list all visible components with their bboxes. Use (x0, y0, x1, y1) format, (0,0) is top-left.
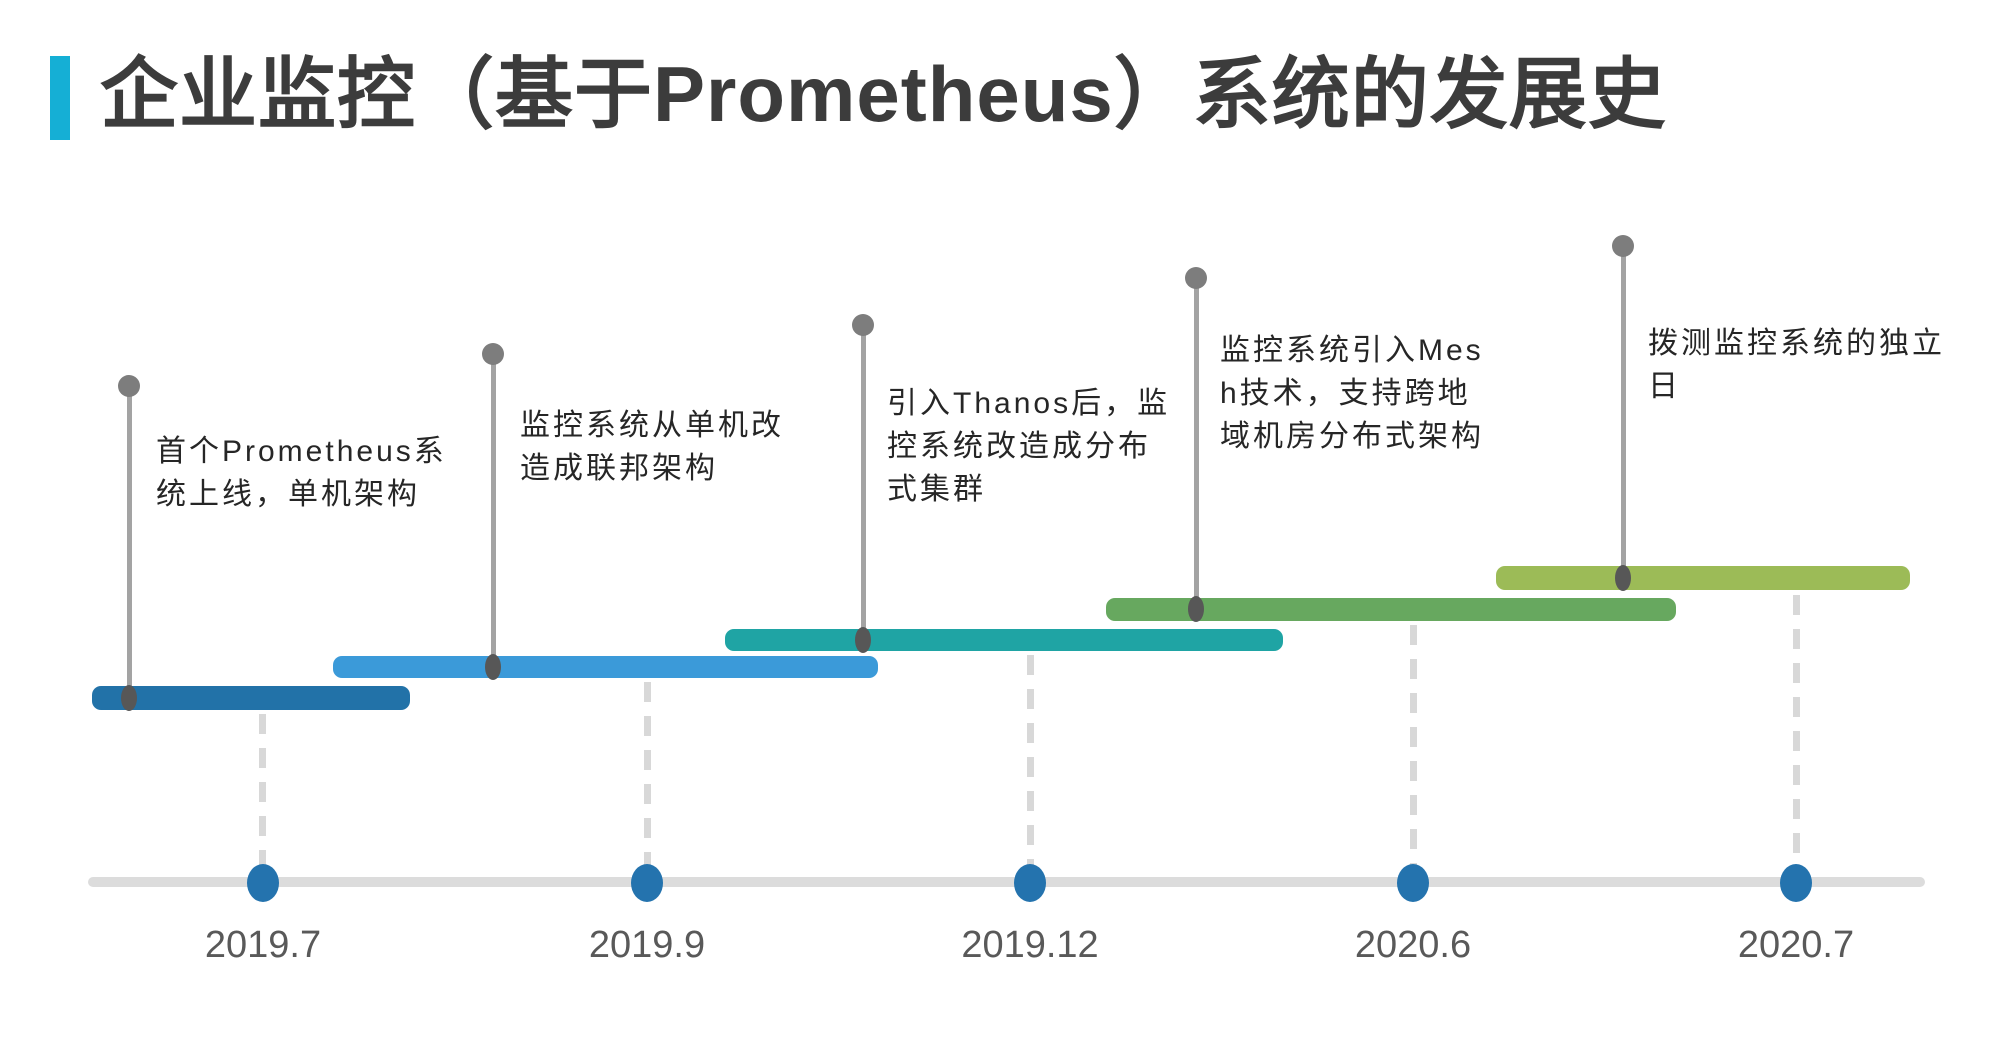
milestone-stem (127, 386, 132, 698)
milestone-dot-icon (482, 343, 504, 365)
dashed-connector (1410, 625, 1417, 866)
axis-label: 2019.9 (588, 924, 706, 966)
axis-dot-icon (1397, 864, 1429, 902)
title-accent-bar (50, 56, 70, 140)
axis-label: 2020.7 (1737, 924, 1855, 966)
dashed-connector (644, 682, 651, 866)
milestone-description: 首个Prometheus系统上线，单机架构 (156, 435, 447, 511)
dashed-connector (1027, 655, 1034, 866)
axis-dot-icon (247, 864, 279, 902)
milestone-bar (1496, 566, 1910, 590)
axis-dot-icon (1014, 864, 1046, 902)
milestone-stem (1621, 246, 1626, 579)
bar-marker-icon (855, 627, 871, 653)
bar-marker-icon (485, 654, 501, 680)
milestone-bar (725, 629, 1283, 651)
bar-marker-icon (1615, 565, 1631, 591)
axis-label: 2019.7 (204, 924, 322, 966)
axis-label: 2020.6 (1354, 924, 1472, 966)
milestone-bar (1106, 598, 1676, 621)
axis-dot-icon (1780, 864, 1812, 902)
timeline-axis (88, 877, 1925, 887)
bar-marker-icon (121, 685, 137, 711)
milestone-description: 引入Thanos后，监控系统改造成分布式集群 (887, 387, 1171, 506)
milestone-description: 监控系统从单机改造成联邦架构 (520, 409, 784, 485)
page-title: 企业监控（基于Prometheus）系统的发展史 (100, 50, 1667, 138)
milestone-stem (861, 325, 866, 640)
bar-marker-icon (1188, 596, 1204, 622)
milestone-stem (1194, 278, 1199, 609)
milestone-dot-icon (1185, 267, 1207, 289)
milestone-bar (92, 686, 410, 710)
milestone-description: 监控系统引入Mesh技术，支持跨地域机房分布式架构 (1220, 334, 1484, 453)
milestone-description: 拨测监控系统的独立日 (1648, 327, 1945, 403)
milestone-stem (491, 354, 496, 667)
dashed-connector (1793, 595, 1800, 866)
axis-label: 2019.12 (961, 924, 1099, 966)
dashed-connector (259, 714, 266, 866)
milestone-dot-icon (852, 314, 874, 336)
milestone-bar (333, 656, 878, 678)
axis-dot-icon (631, 864, 663, 902)
milestone-dot-icon (118, 375, 140, 397)
milestone-dot-icon (1612, 235, 1634, 257)
